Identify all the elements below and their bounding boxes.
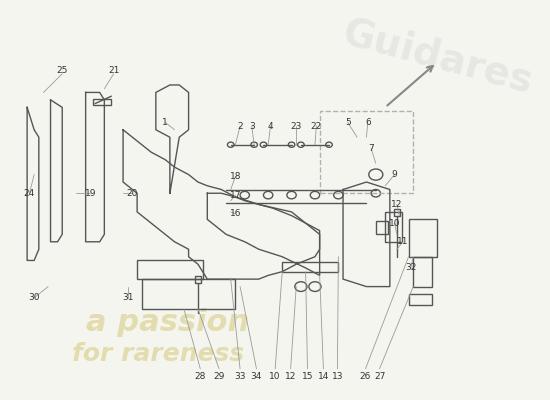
Text: 2: 2 xyxy=(237,122,243,130)
Text: 3: 3 xyxy=(249,122,255,130)
Text: 19: 19 xyxy=(85,189,96,198)
Text: 14: 14 xyxy=(318,372,329,381)
Bar xyxy=(409,294,432,305)
Text: 27: 27 xyxy=(374,372,385,381)
Text: 26: 26 xyxy=(360,372,371,381)
Text: 7: 7 xyxy=(368,144,374,153)
Bar xyxy=(385,212,402,242)
Text: 6: 6 xyxy=(365,118,371,127)
Text: 15: 15 xyxy=(302,372,313,381)
Text: 1: 1 xyxy=(162,118,168,127)
Text: 30: 30 xyxy=(29,293,40,302)
Text: 23: 23 xyxy=(290,122,302,130)
Bar xyxy=(92,99,111,106)
Text: 9: 9 xyxy=(392,170,398,179)
Bar xyxy=(142,279,235,309)
Text: 22: 22 xyxy=(311,122,322,130)
Bar xyxy=(137,260,202,279)
Text: 4: 4 xyxy=(268,122,273,130)
Text: 13: 13 xyxy=(332,372,343,381)
Text: 12: 12 xyxy=(285,372,296,381)
Text: 16: 16 xyxy=(230,209,241,218)
Text: 10: 10 xyxy=(270,372,281,381)
Text: 10: 10 xyxy=(389,219,400,228)
Bar xyxy=(413,257,432,286)
Bar xyxy=(282,262,338,272)
Text: 29: 29 xyxy=(213,372,225,381)
Bar xyxy=(195,276,201,283)
Text: for rareness: for rareness xyxy=(72,342,244,366)
Text: 28: 28 xyxy=(195,372,206,381)
Bar xyxy=(409,219,437,257)
Text: 17: 17 xyxy=(230,191,241,200)
Text: 11: 11 xyxy=(397,237,409,246)
Text: 5: 5 xyxy=(345,118,350,127)
Text: 18: 18 xyxy=(230,172,241,181)
Text: 20: 20 xyxy=(126,189,138,198)
Text: 31: 31 xyxy=(122,293,134,302)
Text: 32: 32 xyxy=(405,264,416,272)
Text: Guidares: Guidares xyxy=(338,13,537,100)
Text: 24: 24 xyxy=(24,189,35,198)
Text: 12: 12 xyxy=(391,200,403,209)
Text: 21: 21 xyxy=(108,66,119,74)
Text: 34: 34 xyxy=(251,372,262,381)
Text: 33: 33 xyxy=(234,372,246,381)
Text: 25: 25 xyxy=(57,66,68,74)
Bar xyxy=(394,209,400,216)
Text: a passion: a passion xyxy=(86,308,249,338)
Bar xyxy=(376,221,388,234)
